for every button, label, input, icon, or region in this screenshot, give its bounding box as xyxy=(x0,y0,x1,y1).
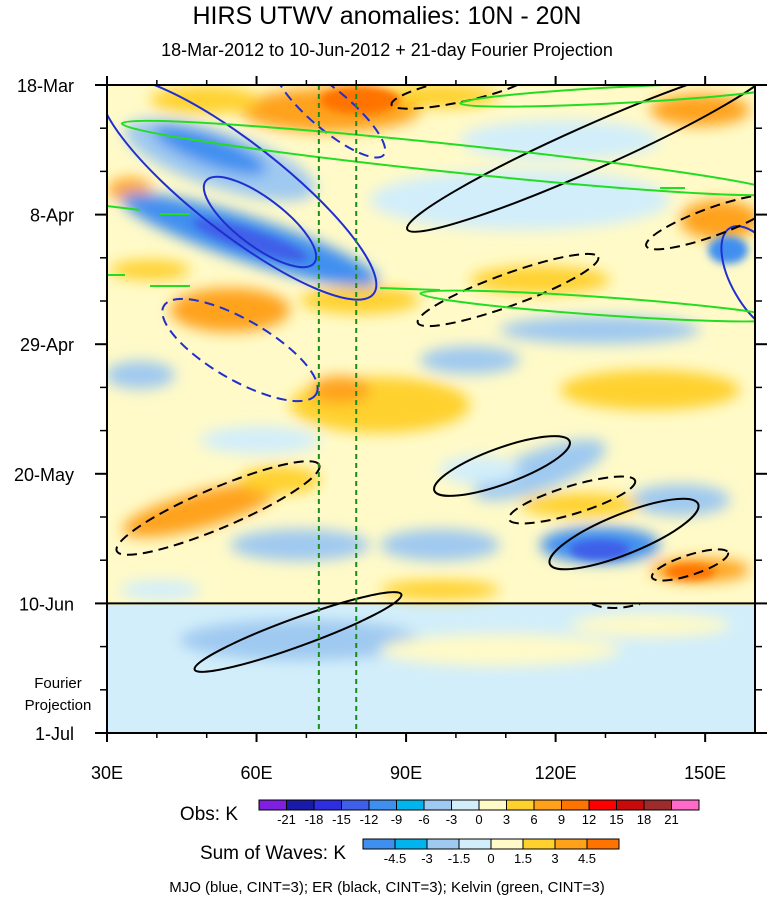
er-contour xyxy=(406,85,755,233)
colorbar-swatch xyxy=(458,838,492,850)
colorbar-level-label: 18 xyxy=(637,812,651,827)
colorbar-swatch xyxy=(533,799,562,811)
x-axis: 30E 60E 90E 120E 150E xyxy=(91,76,726,783)
obs-colorbar: -21 -18 -15 -12 -9 -6 -3 0 3 6 9 12 15 18 21 Obs: K xyxy=(180,799,700,827)
colorbar-swatch xyxy=(522,838,556,850)
colorbar-level-label: 6 xyxy=(530,812,537,827)
kelvin-contour xyxy=(419,289,755,323)
kelvin-contour xyxy=(459,85,755,108)
colorbar-swatch xyxy=(362,838,396,850)
er-contour xyxy=(416,252,600,328)
waves-colorbar: -4.5 -3 -1.5 0 1.5 3 4.5 Sum of Waves: K xyxy=(200,838,620,866)
colorbar-swatch xyxy=(506,799,535,811)
colorbar-swatch xyxy=(426,838,460,850)
chart-subtitle: 18-Mar-2012 to 10-Jun-2012 + 21-day Four… xyxy=(161,40,613,60)
colorbar-level-label: 3 xyxy=(551,851,558,866)
colorbar-level-label: 9 xyxy=(558,812,565,827)
colorbar-swatch xyxy=(561,799,590,811)
colorbar-swatch xyxy=(643,799,672,811)
colorbar-swatch xyxy=(368,799,397,811)
er-contour xyxy=(645,193,755,251)
colorbar-swatch xyxy=(588,799,617,811)
anomaly-field xyxy=(107,85,755,733)
colorbar-level-label: 0 xyxy=(487,851,494,866)
colorbar-swatch xyxy=(423,799,452,811)
contour-legend: MJO (blue, CINT=3); ER (black, CINT=3); … xyxy=(169,879,605,896)
y-axis: 18-Mar 8-Apr 29-Apr 20-May 10-Jun 1-Jul xyxy=(14,76,767,744)
colorbar-level-label: -15 xyxy=(332,812,351,827)
colorbar-level-label: 12 xyxy=(582,812,596,827)
x-tick-label: 150E xyxy=(684,763,726,783)
projection-label: Fourier xyxy=(34,675,82,692)
x-tick-label: 90E xyxy=(390,763,422,783)
chart-title: HIRS UTWV anomalies: 10N - 20N xyxy=(192,2,582,30)
x-tick-label: 60E xyxy=(241,763,273,783)
colorbar-level-label: -1.5 xyxy=(448,851,470,866)
colorbar-swatch xyxy=(451,799,480,811)
colorbar-swatch xyxy=(396,799,425,811)
colorbar-level-label: 0 xyxy=(475,812,482,827)
colorbar-level-label: -9 xyxy=(391,812,403,827)
y-tick-label: 20-May xyxy=(14,465,74,485)
mjo-contour xyxy=(161,297,319,403)
y-tick-label: 29-Apr xyxy=(20,335,74,355)
colorbar-level-label: -4.5 xyxy=(384,851,406,866)
colorbar-swatch xyxy=(490,838,524,850)
colorbar-level-label: -18 xyxy=(305,812,324,827)
y-tick-label: 8-Apr xyxy=(30,206,74,226)
colorbar-swatch xyxy=(286,799,315,811)
er-contour xyxy=(548,497,700,571)
colorbar-swatch xyxy=(616,799,645,811)
colorbar-swatch xyxy=(313,799,342,811)
kelvin-contour xyxy=(107,187,685,291)
colorbar-level-label: -3 xyxy=(446,812,458,827)
y-tick-label: 18-Mar xyxy=(17,76,74,96)
reference-lines xyxy=(317,85,358,733)
mjo-contour xyxy=(720,225,755,335)
er-contour xyxy=(193,591,403,673)
colorbar-swatch xyxy=(258,799,287,811)
er-contour xyxy=(507,475,637,525)
colorbar-level-label: 1.5 xyxy=(514,851,532,866)
er-contour xyxy=(650,548,730,582)
x-tick-label: 30E xyxy=(91,763,123,783)
mjo-contour xyxy=(107,85,378,301)
colorbar-level-label: -6 xyxy=(418,812,430,827)
er-contour xyxy=(591,603,641,609)
colorbar-swatch xyxy=(671,799,700,811)
colorbar-swatch xyxy=(586,838,620,850)
mjo-contour xyxy=(273,85,387,159)
colorbar-swatch xyxy=(341,799,370,811)
colorbar-swatch xyxy=(394,838,428,850)
colorbar-swatch xyxy=(478,799,507,811)
plot-frame xyxy=(106,84,756,734)
projection-label: Projection xyxy=(25,697,92,714)
y-tick-label: 1-Jul xyxy=(35,724,74,744)
colorbar-swatch xyxy=(554,838,588,850)
colorbar-level-label: -12 xyxy=(360,812,379,827)
colorbar-level-label: -21 xyxy=(277,812,296,827)
colorbar-level-label: 21 xyxy=(664,812,678,827)
kelvin-contour xyxy=(120,119,755,197)
x-tick-label: 120E xyxy=(535,763,577,783)
colorbar-title: Obs: K xyxy=(180,804,238,825)
colorbar-level-label: 4.5 xyxy=(578,851,596,866)
er-contour xyxy=(433,435,571,497)
colorbar-title: Sum of Waves: K xyxy=(200,843,346,864)
colorbar-level-label: 3 xyxy=(503,812,510,827)
mjo-contour xyxy=(202,175,318,269)
y-tick-label: 10-Jun xyxy=(19,594,74,614)
colorbar-level-label: -3 xyxy=(421,851,433,866)
colorbar-level-label: 15 xyxy=(609,812,623,827)
wave-contours xyxy=(107,85,755,673)
